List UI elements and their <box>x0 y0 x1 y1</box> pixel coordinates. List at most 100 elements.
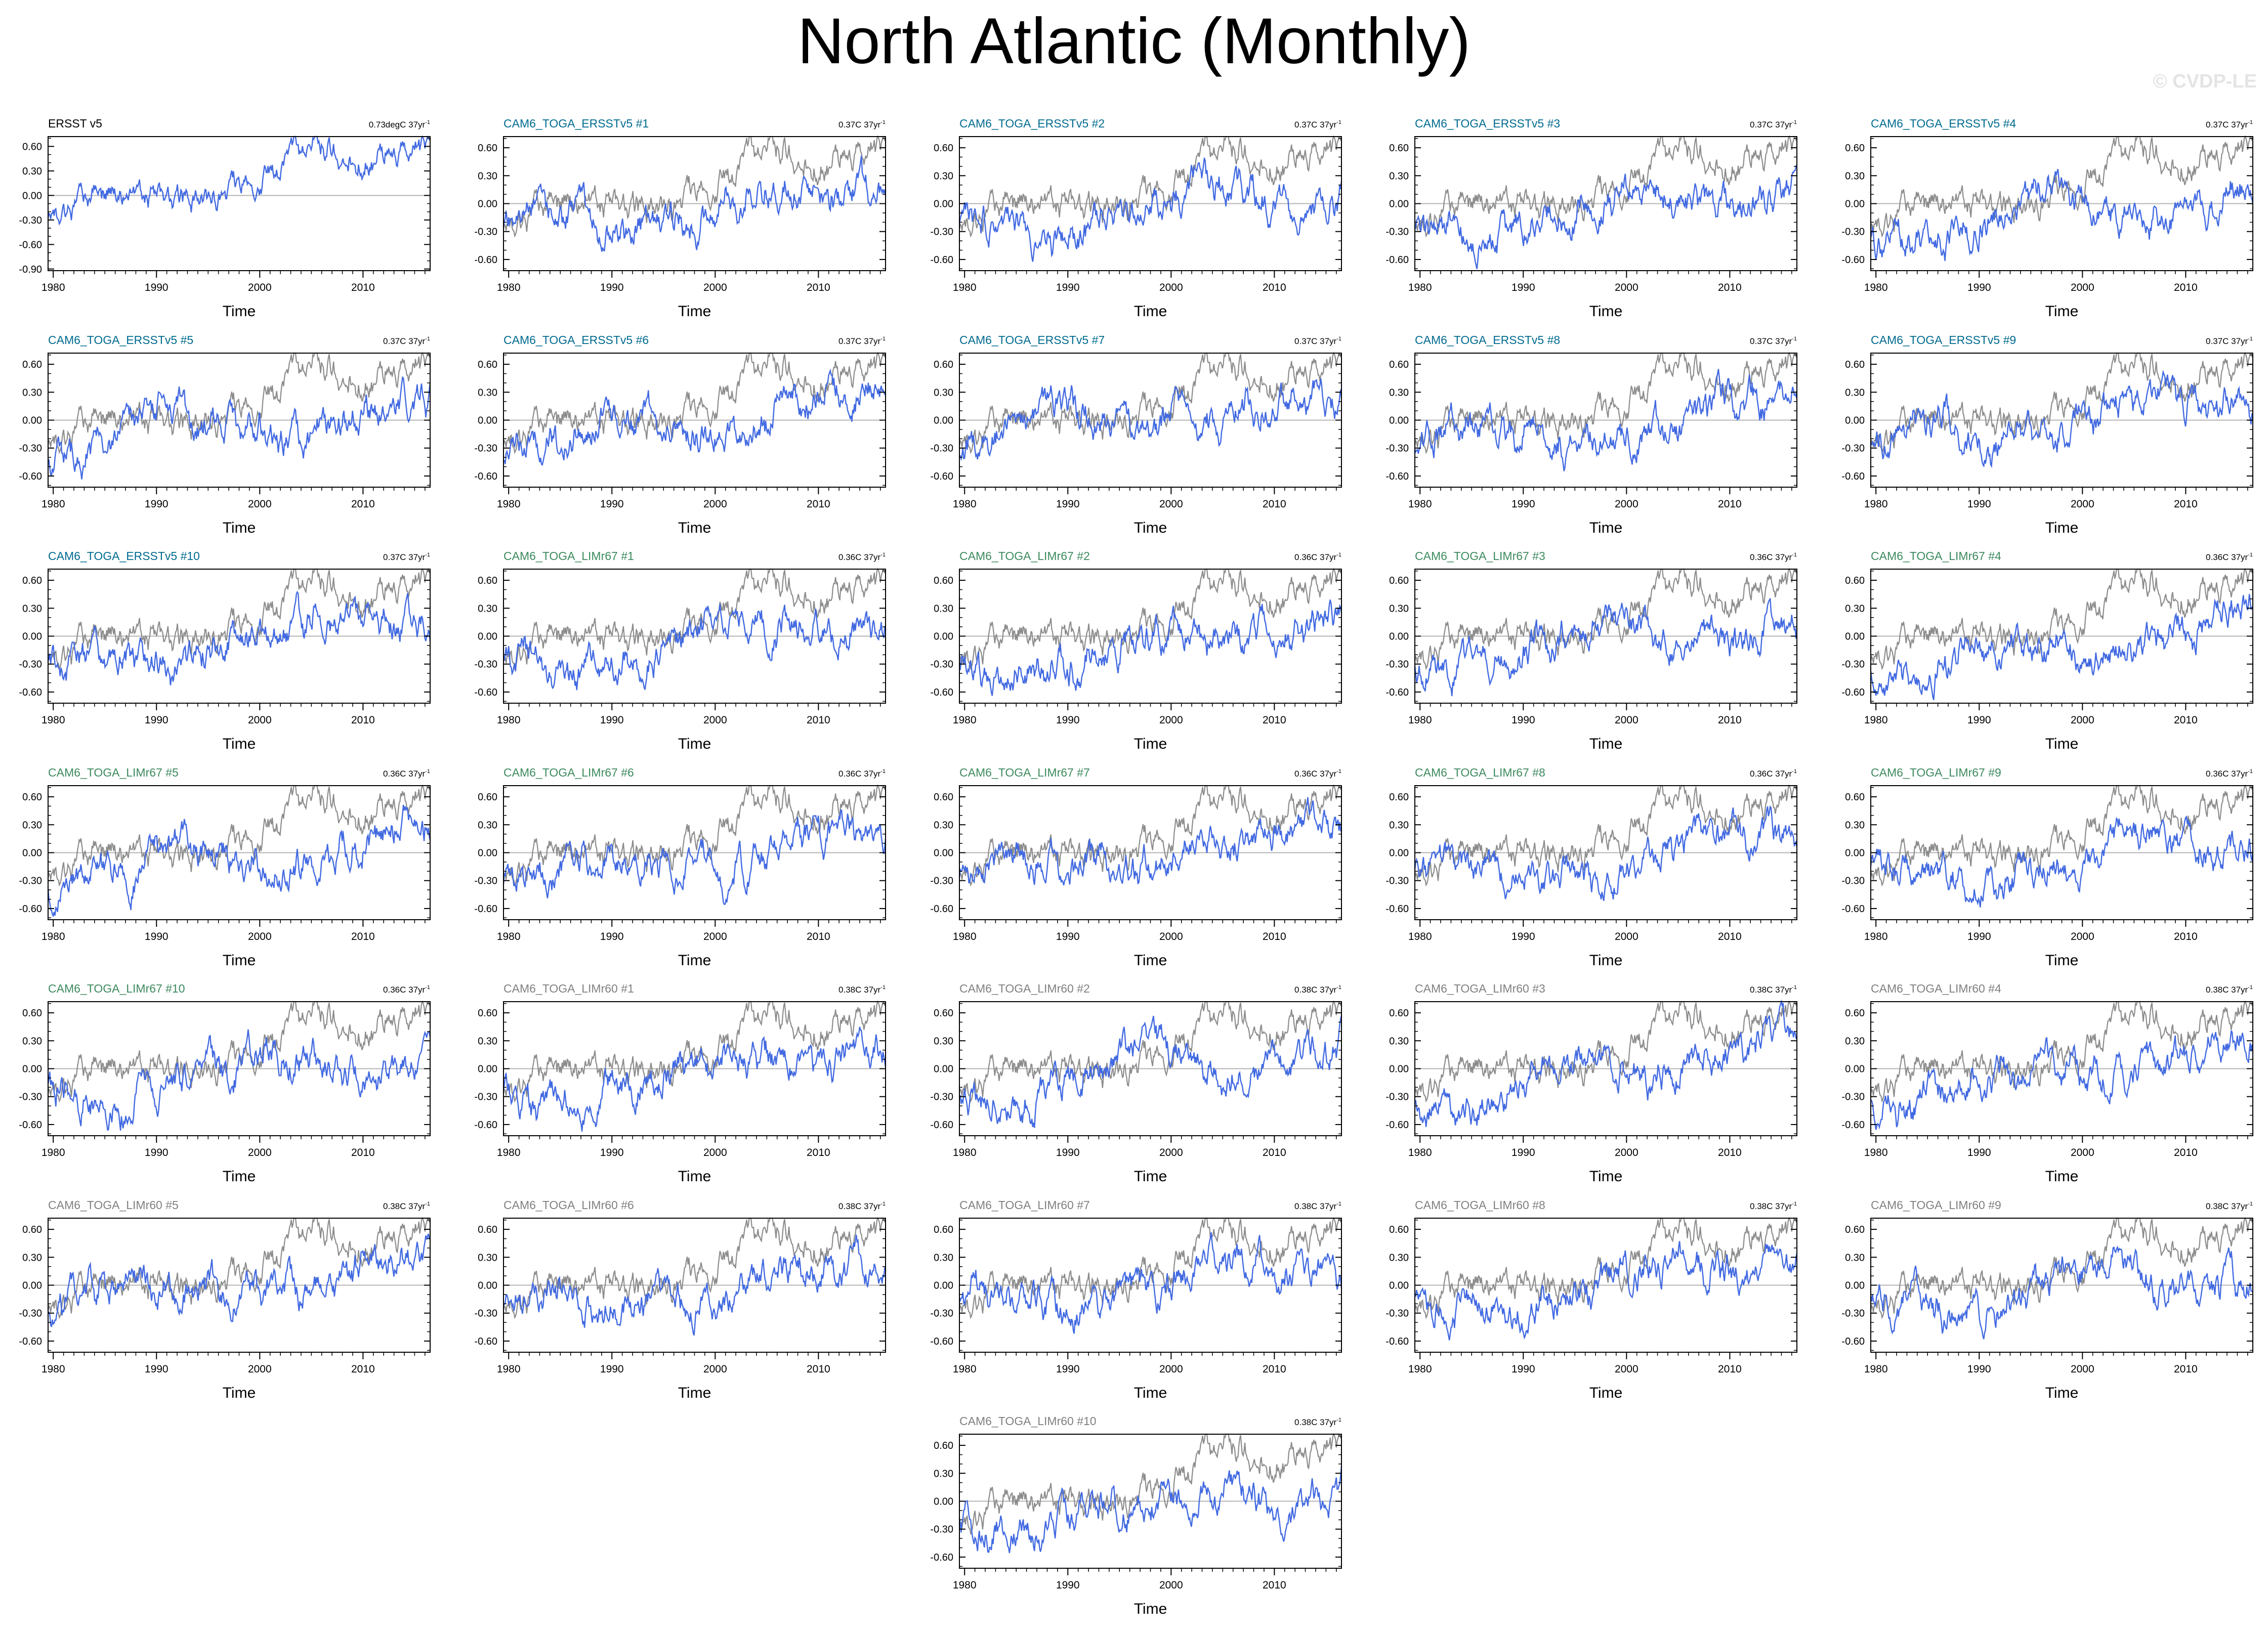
trend-label-superscript: -1 <box>1336 336 1341 342</box>
x-tick-label: 1980 <box>953 1363 977 1375</box>
y-tick-label: -0.60 <box>1385 904 1409 915</box>
trend-label: 0.38C 37yr-1 <box>1294 1417 1341 1427</box>
panel-title: CAM6_TOGA_LIMr67 #10 <box>48 982 185 995</box>
x-tick-label: 2000 <box>1615 498 1639 510</box>
chart-panel: 0.60 0.30 0.00 -0.30 -0.60 1980 1990 2000 2010 Ti… <box>930 766 1342 969</box>
y-tick-label: 0.30 <box>22 1252 42 1263</box>
y-tick-label: 0.60 <box>1389 1008 1409 1019</box>
series-line <box>47 135 431 226</box>
y-tick-label: 0.00 <box>934 415 953 426</box>
x-tick-label: 2010 <box>1718 714 1742 726</box>
panel-title: CAM6_TOGA_ERSSTv5 #4 <box>1871 117 2016 130</box>
y-tick-label: 0.30 <box>478 170 497 182</box>
x-tick-label: 1990 <box>1511 498 1535 510</box>
x-tick-label: 1980 <box>41 282 65 293</box>
y-tick-label: -0.30 <box>19 1092 42 1103</box>
panel-title: CAM6_TOGA_LIMr67 #6 <box>503 766 634 779</box>
series-line <box>1414 369 1798 471</box>
y-tick-label: 0.00 <box>478 415 497 426</box>
obs-series-line <box>958 1433 1341 1535</box>
y-tick-label: 0.30 <box>1845 1036 1865 1047</box>
chart-panel: 0.60 0.30 0.00 -0.30 -0.60 1980 1990 2000 2010 Ti… <box>1841 982 2254 1185</box>
chart-panel: 0.60 0.30 0.00 -0.30 -0.60 1980 1990 2000 2010 Ti… <box>19 333 431 536</box>
trend-label-superscript: -1 <box>1336 119 1341 125</box>
x-axis-label: Time <box>223 952 256 969</box>
series-line <box>1870 1245 2253 1340</box>
x-tick-label: 2000 <box>1615 714 1639 726</box>
y-tick-label: -0.60 <box>1841 471 1865 482</box>
y-tick-label: -0.60 <box>1385 1336 1409 1347</box>
obs-series-line <box>1414 568 1797 670</box>
y-tick-label: 0.60 <box>1845 359 1865 370</box>
x-tick-label: 1980 <box>1408 498 1432 510</box>
x-tick-label: 1990 <box>1056 1579 1080 1591</box>
watermark: © CVDP-LE <box>2153 71 2257 92</box>
plot-frame <box>48 136 431 271</box>
series-line <box>1414 805 1798 901</box>
chart-panel: 0.60 0.30 0.00 -0.30 -0.60 -0.90 1980 1990 2000 2… <box>19 117 431 320</box>
y-tick-label: 0.30 <box>1845 170 1865 182</box>
x-tick-label: 2000 <box>248 714 272 726</box>
series-line <box>958 1015 1342 1128</box>
y-tick-label: -0.30 <box>1841 1092 1865 1103</box>
x-tick-label: 2000 <box>703 931 727 942</box>
y-tick-label: 0.30 <box>934 820 953 831</box>
series-line <box>47 1029 431 1131</box>
y-tick-label: 0.30 <box>1389 603 1409 614</box>
trend-label: 0.37C 37yr-1 <box>383 552 430 562</box>
x-tick-label: 2010 <box>2174 282 2198 293</box>
y-tick-label: -0.30 <box>930 1524 953 1535</box>
y-tick-label: -0.30 <box>1385 443 1409 454</box>
x-axis-label: Time <box>1134 303 1167 320</box>
x-tick-label: 2000 <box>1159 931 1183 942</box>
x-tick-label: 1980 <box>41 931 65 942</box>
x-tick-label: 1990 <box>145 1147 169 1158</box>
x-tick-label: 2010 <box>807 498 830 510</box>
series-line <box>1414 999 1797 1127</box>
series-line <box>959 378 1342 461</box>
y-tick-label: -0.30 <box>1841 876 1865 887</box>
series-line <box>1414 1241 1798 1341</box>
y-tick-label: -0.30 <box>1385 659 1409 670</box>
y-tick-label: -0.60 <box>1385 471 1409 482</box>
x-axis-label: Time <box>2045 520 2079 536</box>
x-tick-label: 2010 <box>351 1363 375 1375</box>
x-tick-label: 2000 <box>703 1363 727 1375</box>
y-tick-label: 0.30 <box>934 1036 953 1047</box>
obs-series-line <box>502 1000 886 1103</box>
x-tick-label: 2010 <box>351 714 375 726</box>
y-tick-label: -0.60 <box>19 471 42 482</box>
trend-label-superscript: -1 <box>880 119 886 125</box>
y-tick-label: 0.30 <box>22 820 42 831</box>
x-tick-label: 2000 <box>1159 714 1183 726</box>
y-tick-label: -0.30 <box>1385 876 1409 887</box>
x-tick-label: 1980 <box>41 498 65 510</box>
trend-label-superscript: -1 <box>1792 1201 1797 1207</box>
panel-title: CAM6_TOGA_LIMr60 #5 <box>48 1198 179 1212</box>
chart-panel: 0.60 0.30 0.00 -0.30 -0.60 1980 1990 2000 2010 Ti… <box>474 333 886 536</box>
x-tick-label: 1990 <box>600 931 624 942</box>
y-tick-label: 0.00 <box>1845 848 1865 859</box>
y-tick-label: 0.60 <box>1845 575 1865 586</box>
page-title: North Atlantic (Monthly) <box>797 5 1471 77</box>
y-tick-label: -0.60 <box>1841 904 1865 915</box>
y-tick-label: 0.00 <box>478 848 497 859</box>
x-axis-label: Time <box>2045 736 2079 752</box>
y-tick-label: -0.60 <box>930 254 953 266</box>
x-tick-label: 1980 <box>1864 714 1888 726</box>
y-tick-label: -0.60 <box>474 471 497 482</box>
x-tick-label: 2000 <box>1615 1363 1639 1375</box>
trend-label-superscript: -1 <box>1336 984 1341 991</box>
y-tick-label: -0.30 <box>1841 659 1865 670</box>
y-tick-label: 0.60 <box>934 1440 953 1451</box>
trend-label-superscript: -1 <box>1792 768 1797 775</box>
x-tick-label: 1990 <box>1056 498 1080 510</box>
trend-label: 0.38C 37yr-1 <box>2206 1201 2253 1211</box>
x-axis-label: Time <box>223 1168 256 1185</box>
y-tick-label: 0.30 <box>934 170 953 182</box>
y-tick-label: 0.00 <box>478 199 497 210</box>
panel-title: CAM6_TOGA_LIMr60 #3 <box>1415 982 1545 995</box>
panel-title: CAM6_TOGA_LIMr67 #1 <box>503 549 634 563</box>
trend-label-superscript: -1 <box>425 552 430 558</box>
